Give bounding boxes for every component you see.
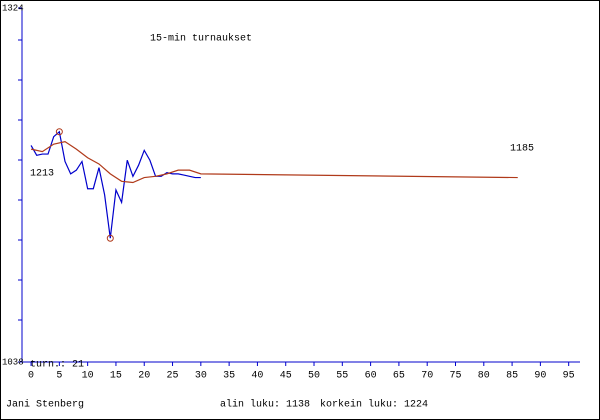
extreme-marker bbox=[55, 128, 63, 136]
x-tick-label: 20 bbox=[138, 371, 150, 382]
y-tick-label: 1038 bbox=[2, 357, 24, 367]
x-tick-label: 60 bbox=[365, 371, 377, 382]
x-tick-label: 45 bbox=[280, 371, 292, 382]
extreme-marker bbox=[106, 234, 114, 242]
x-tick-label: 70 bbox=[421, 371, 433, 382]
min-label: alin luku: 1138 bbox=[220, 399, 310, 411]
x-tick-label: 25 bbox=[167, 371, 179, 382]
y-tick-label: 1324 bbox=[2, 3, 24, 13]
x-tick-label: 35 bbox=[223, 371, 235, 382]
x-tick-label: 90 bbox=[534, 371, 546, 382]
x-tick-label: 50 bbox=[308, 371, 320, 382]
first-value-label: 1213 bbox=[30, 169, 54, 180]
max-label: korkein luku: 1224 bbox=[320, 399, 428, 411]
x-tick-label: 55 bbox=[336, 371, 348, 382]
chart-title: 15-min turnaukset bbox=[150, 33, 252, 45]
x-tick-label: 80 bbox=[478, 371, 490, 382]
count-label: turn.: 21 bbox=[30, 360, 84, 371]
x-tick-label: 0 bbox=[28, 371, 34, 382]
x-tick-label: 40 bbox=[251, 371, 263, 382]
author: Jani Stenberg bbox=[6, 399, 84, 411]
last-value-label: 1185 bbox=[510, 144, 534, 155]
x-tick-label: 5 bbox=[56, 371, 62, 382]
x-tick-label: 10 bbox=[82, 371, 94, 382]
series-line bbox=[30, 141, 518, 184]
series-line bbox=[30, 130, 201, 239]
x-tick-label: 65 bbox=[393, 371, 405, 382]
x-tick-label: 15 bbox=[110, 371, 122, 382]
y-minor-ticks bbox=[18, 39, 22, 321]
x-tick-label: 95 bbox=[563, 371, 575, 382]
x-tick-label: 85 bbox=[506, 371, 518, 382]
x-tick-label: 30 bbox=[195, 371, 207, 382]
x-tick-label: 75 bbox=[449, 371, 461, 382]
